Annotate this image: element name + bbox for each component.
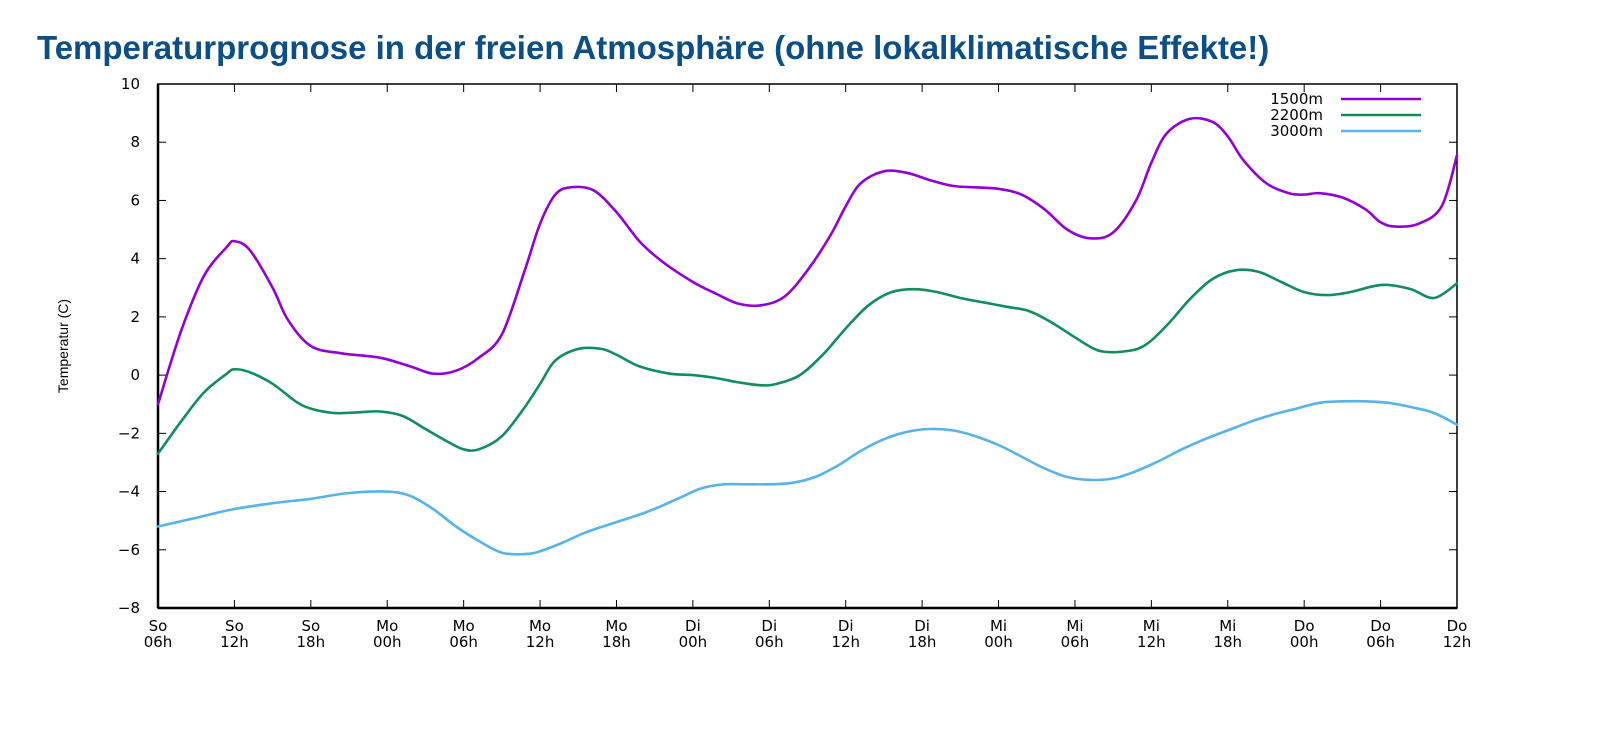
x-tick-label-day: Mi bbox=[1143, 617, 1160, 635]
x-tick-label-hour: 06h bbox=[1061, 633, 1090, 651]
x-tick-label-hour: 06h bbox=[1366, 633, 1395, 651]
x-tick-label-day: Mo bbox=[529, 617, 551, 635]
x-tick-label-hour: 12h bbox=[526, 633, 555, 651]
x-tick-label-day: Di bbox=[914, 617, 930, 635]
x-tick-label-day: So bbox=[149, 617, 168, 635]
x-tick-label-day: Mi bbox=[990, 617, 1007, 635]
y-tick-label: 2 bbox=[130, 308, 140, 326]
x-tick-label-day: Do bbox=[1370, 617, 1391, 635]
x-tick-label-hour: 00h bbox=[984, 633, 1013, 651]
x-tick-label-hour: 00h bbox=[373, 633, 402, 651]
x-tick-label-day: Do bbox=[1447, 617, 1468, 635]
legend-label: 3000m bbox=[1270, 122, 1323, 140]
x-tick-label-hour: 18h bbox=[602, 633, 631, 651]
x-tick-label-hour: 00h bbox=[1290, 633, 1319, 651]
x-tick-label-hour: 00h bbox=[679, 633, 708, 651]
x-tick-label-day: Mi bbox=[1066, 617, 1083, 635]
x-tick-label-hour: 12h bbox=[831, 633, 860, 651]
x-tick-label-day: Mi bbox=[1219, 617, 1236, 635]
x-tick-label-day: Mo bbox=[453, 617, 475, 635]
y-axis-label: Temperatur (C) bbox=[55, 299, 71, 393]
y-tick-label: 6 bbox=[130, 191, 140, 209]
x-tick-label-day: Di bbox=[685, 617, 701, 635]
y-tick-label: 4 bbox=[130, 250, 140, 268]
plot-frame bbox=[157, 83, 1458, 609]
y-tick-label: 10 bbox=[121, 75, 140, 93]
x-tick-label-day: Mo bbox=[605, 617, 627, 635]
x-tick-label-day: So bbox=[225, 617, 244, 635]
series-line-1500m bbox=[156, 116, 1459, 406]
x-tick-label-hour: 06h bbox=[449, 633, 478, 651]
y-tick-label: −6 bbox=[118, 541, 140, 559]
series-line-2200m bbox=[156, 268, 1459, 455]
y-tick-label: 0 bbox=[130, 366, 140, 384]
x-tick-label-hour: 18h bbox=[1213, 633, 1242, 651]
page-title: Temperaturprognose in der freien Atmosph… bbox=[37, 29, 1270, 66]
y-tick-label: −4 bbox=[118, 483, 140, 501]
series-line-3000m bbox=[156, 399, 1459, 556]
x-tick-label-hour: 18h bbox=[297, 633, 326, 651]
x-tick-label-hour: 12h bbox=[1137, 633, 1166, 651]
axes-layer: −8−6−4−20246810So06hSo12hSo18hMo00hMo06h… bbox=[118, 75, 1471, 651]
y-tick-label: −8 bbox=[118, 599, 140, 617]
series-layer bbox=[156, 116, 1459, 556]
legend-label: 1500m bbox=[1270, 90, 1323, 108]
x-tick-label-hour: 12h bbox=[220, 633, 249, 651]
x-tick-label-hour: 06h bbox=[144, 633, 173, 651]
x-tick-label-day: Do bbox=[1294, 617, 1315, 635]
y-tick-label: 8 bbox=[130, 133, 140, 151]
x-tick-label-day: Di bbox=[838, 617, 854, 635]
x-tick-label-day: Di bbox=[761, 617, 777, 635]
x-tick-label-hour: 12h bbox=[1443, 633, 1472, 651]
x-tick-label-hour: 06h bbox=[755, 633, 784, 651]
x-tick-label-day: Mo bbox=[376, 617, 398, 635]
x-tick-label-hour: 18h bbox=[908, 633, 937, 651]
y-tick-label: −2 bbox=[118, 424, 140, 442]
x-tick-label-day: So bbox=[301, 617, 320, 635]
legend-label: 2200m bbox=[1270, 106, 1323, 124]
